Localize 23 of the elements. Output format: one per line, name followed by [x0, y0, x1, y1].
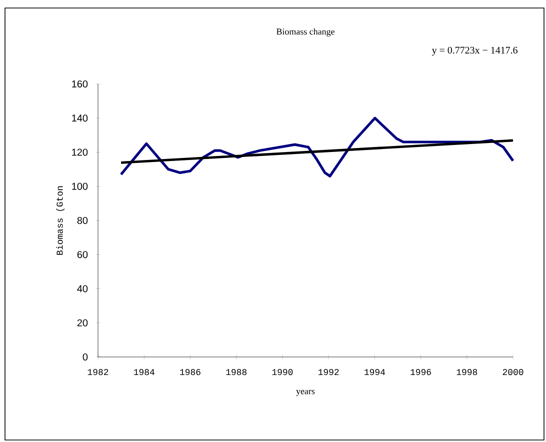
x-tick-label: 1996 — [410, 369, 431, 376]
x-axis-title: years — [296, 390, 315, 396]
x-tick-label: 1992 — [318, 369, 339, 376]
chart-title: Biomass change — [276, 28, 334, 36]
y-tick-label: 0 — [82, 353, 88, 361]
y-tick-label: 80 — [77, 216, 88, 224]
x-tick-label: 1988 — [226, 369, 247, 376]
y-tick-label: 60 — [77, 251, 88, 258]
x-tick-label: 2000 — [502, 369, 524, 376]
x-tick-label: 1998 — [456, 369, 478, 376]
y-tick-label: 40 — [77, 285, 88, 292]
y-tick-label: 20 — [77, 319, 88, 326]
x-tick-label: 1986 — [180, 369, 200, 376]
y-tick-label: 100 — [72, 182, 88, 190]
x-tick-label: 1984 — [134, 369, 154, 376]
x-tick-label: 1982 — [88, 369, 108, 376]
text: y = 0.7723x − 1417.6 — [432, 46, 518, 56]
x-tick-label: 1990 — [272, 369, 293, 376]
y-tick-label: 140 — [72, 114, 88, 122]
x-tick-label: 1994 — [364, 369, 385, 376]
y-tick-label: 160 — [72, 80, 88, 88]
y-tick-label: 120 — [72, 148, 88, 156]
y-axis-title: Biomass (Gton — [56, 186, 65, 255]
